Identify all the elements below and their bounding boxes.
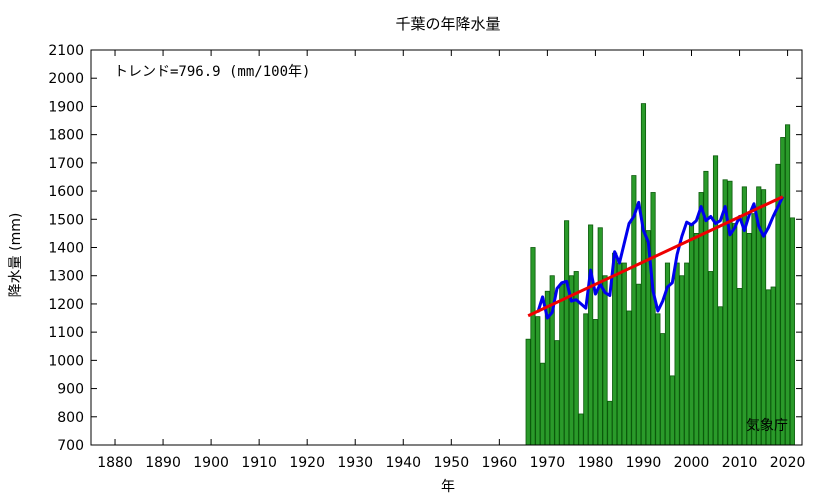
x-tick-label: 2000 (674, 455, 710, 471)
precipitation-bar (616, 262, 623, 446)
plot-area (90, 49, 803, 446)
x-tick-label: 1980 (578, 455, 614, 471)
x-tick-label: 1970 (530, 455, 566, 471)
x-tick-label: 1950 (433, 455, 469, 471)
precipitation-bar (655, 313, 661, 446)
precipitation-bar (660, 333, 666, 446)
precipitation-bar (732, 223, 738, 446)
y-tick-label: 700 (57, 438, 84, 454)
precipitation-bar (717, 306, 723, 446)
y-tick-label: 1800 (48, 128, 84, 144)
y-tick-label: 1700 (48, 156, 84, 172)
precipitation-bar (583, 313, 589, 446)
chart-title: 千葉の年降水量 (395, 15, 500, 33)
x-tick-label: 1930 (337, 455, 373, 471)
x-tick-label: 1960 (482, 455, 518, 471)
x-tick-label: 2010 (722, 455, 758, 471)
precipitation-bar (573, 271, 579, 446)
precipitation-bar (746, 232, 752, 446)
x-axis-label: 年 (441, 479, 455, 495)
precipitation-bar (602, 275, 608, 446)
precipitation-bar (640, 103, 647, 446)
precipitation-bar (698, 192, 704, 446)
moving-average-line (536, 196, 785, 320)
precipitation-bar (761, 189, 767, 446)
y-tick-label: 1900 (48, 99, 84, 115)
x-tick-label: 1920 (289, 455, 325, 471)
y-tick-label: 1600 (48, 184, 84, 200)
y-tick-label: 1100 (48, 325, 84, 341)
precipitation-bar (564, 220, 570, 446)
precipitation-bar (785, 124, 791, 446)
precipitation-bar (688, 224, 695, 446)
precipitation-bar (780, 137, 786, 446)
y-tick-label: 1300 (48, 269, 84, 285)
x-tick-label: 1940 (385, 455, 421, 471)
precipitation-bar (712, 155, 719, 446)
x-tick-label: 1990 (626, 455, 662, 471)
precipitation-bar (530, 247, 536, 446)
y-tick-label: 1200 (48, 297, 84, 313)
precipitation-bar (650, 192, 656, 446)
trend-annotation: トレンド=796.9 (mm/100年) (114, 64, 310, 80)
trend-line (527, 195, 784, 318)
y-tick-label: 800 (57, 410, 84, 426)
precipitation-bar (607, 400, 613, 446)
precipitation-bar (592, 319, 598, 446)
precipitation-bar (554, 340, 560, 446)
source-credit: 気象庁 (746, 418, 788, 434)
precipitation-bar (674, 262, 680, 446)
y-tick-label: 2100 (48, 43, 84, 59)
precipitation-bar (540, 362, 546, 446)
y-tick-label: 1500 (48, 212, 84, 228)
x-tick-label: 1900 (193, 455, 229, 471)
y-tick-label: 1000 (48, 353, 84, 369)
x-tick-label: 1890 (145, 455, 181, 471)
precipitation-bar (525, 338, 531, 446)
precipitation-bar (612, 252, 618, 446)
precipitation-bar (736, 288, 743, 446)
y-tick-label: 900 (57, 382, 84, 398)
precipitation-bar (669, 375, 675, 446)
x-axis-ticks: 1880 1890 1900 1910 1920 1930 1940 1950 1960 1970… (97, 50, 805, 471)
precipitation-bar (751, 213, 757, 446)
y-axis-ticks: 700 800 900 1000 1100 1200 1300 1400 1500 1600 170… (48, 43, 802, 454)
precipitation-bar (679, 275, 685, 446)
precipitation-bar (559, 283, 565, 446)
precipitation-bar (626, 310, 632, 446)
y-tick-label: 2000 (48, 71, 84, 87)
y-axis-label: 降水量 (mm) (8, 213, 24, 298)
precipitation-bar (789, 217, 795, 446)
precipitation-bar (684, 262, 690, 446)
x-tick-label: 2020 (770, 455, 806, 471)
precipitation-bar (588, 224, 594, 446)
precipitation-bar (578, 413, 584, 446)
precipitation-bar (535, 316, 541, 446)
precipitation-bars (525, 103, 795, 446)
precipitation-bar (597, 227, 603, 446)
y-tick-label: 1400 (48, 241, 84, 257)
x-tick-label: 1880 (97, 455, 133, 471)
precipitation-bar (621, 262, 627, 446)
precipitation-bar (708, 271, 714, 446)
precipitation-bar (636, 283, 642, 446)
plot-frame (90, 49, 803, 446)
precipitation-bar (693, 232, 699, 446)
x-tick-label: 1910 (241, 455, 277, 471)
